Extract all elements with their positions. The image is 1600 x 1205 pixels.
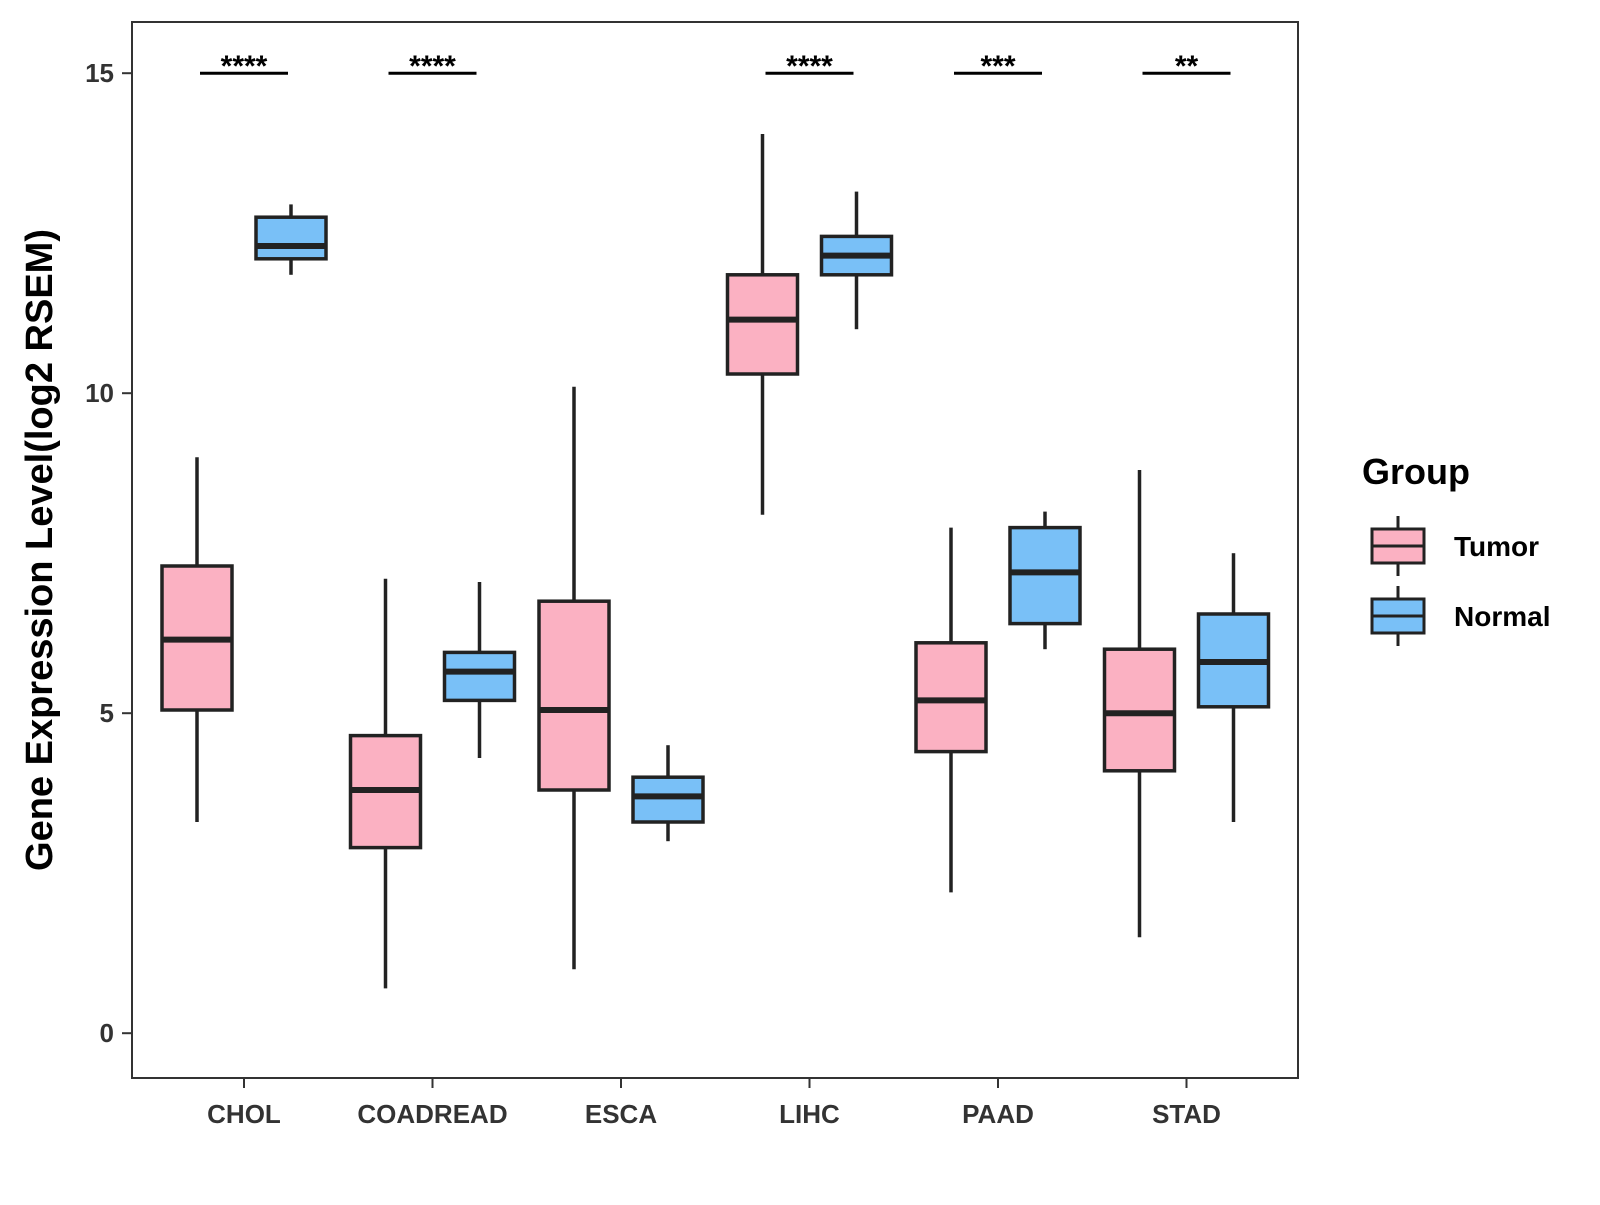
x-tick-label: STAD	[1152, 1099, 1221, 1129]
x-tick-label: LIHC	[779, 1099, 840, 1129]
y-tick-label: 0	[100, 1018, 114, 1048]
legend-label: Tumor	[1454, 531, 1539, 562]
significance-label: ****	[786, 50, 833, 83]
box-body	[1102, 647, 1177, 773]
significance-label: **	[1175, 50, 1199, 83]
box-tumor-esca	[537, 386, 611, 970]
plot-marks: **** **** **** *** **	[160, 50, 1271, 989]
significance-label: ****	[409, 50, 456, 83]
box-body	[254, 215, 328, 261]
legend-item-normal: Normal	[1370, 586, 1550, 646]
box-normal-esca	[631, 745, 705, 842]
panel-border	[131, 21, 1299, 1079]
box-body	[442, 650, 517, 703]
box-tumor-lihc	[725, 134, 800, 515]
legend-title: Group	[1362, 451, 1470, 492]
y-axis-title: Gene Expression Level(log2 RSEM)	[19, 229, 61, 871]
box-normal-stad	[1196, 553, 1271, 822]
box-body	[631, 775, 705, 824]
box-tumor-stad	[1102, 470, 1177, 938]
box-body	[537, 599, 611, 792]
x-tick-label: CHOL	[207, 1099, 281, 1129]
box-body	[725, 273, 800, 376]
y-tick-label: 15	[85, 58, 114, 88]
box-body	[1008, 525, 1082, 626]
x-tick-label: PAAD	[962, 1099, 1034, 1129]
legend: Group Tumor Normal	[1362, 451, 1550, 646]
legend-label: Normal	[1454, 601, 1550, 632]
x-tick-label: COADREAD	[357, 1099, 507, 1129]
y-tick-label: 10	[85, 378, 114, 408]
box-normal-lihc	[819, 191, 894, 330]
box-normal-chol	[254, 204, 328, 275]
box-tumor-paad	[914, 527, 988, 893]
box-body	[914, 641, 988, 754]
y-tick-label: 5	[100, 698, 114, 728]
box-normal-coadread	[442, 582, 517, 758]
box-tumor-coadread	[348, 578, 423, 989]
legend-item-tumor: Tumor	[1370, 516, 1539, 576]
x-tick-label: ESCA	[585, 1099, 657, 1129]
significance-label: ***	[980, 50, 1015, 83]
plot-axes: 0 5 10 15 CHOL COADREAD ESCA LIHC PAAD STAD Gene E…	[19, 58, 1221, 1129]
box-normal-paad	[1008, 511, 1082, 650]
plot-panel	[131, 21, 1299, 1079]
box-tumor-chol	[160, 457, 234, 822]
significance-label: ****	[221, 50, 268, 83]
